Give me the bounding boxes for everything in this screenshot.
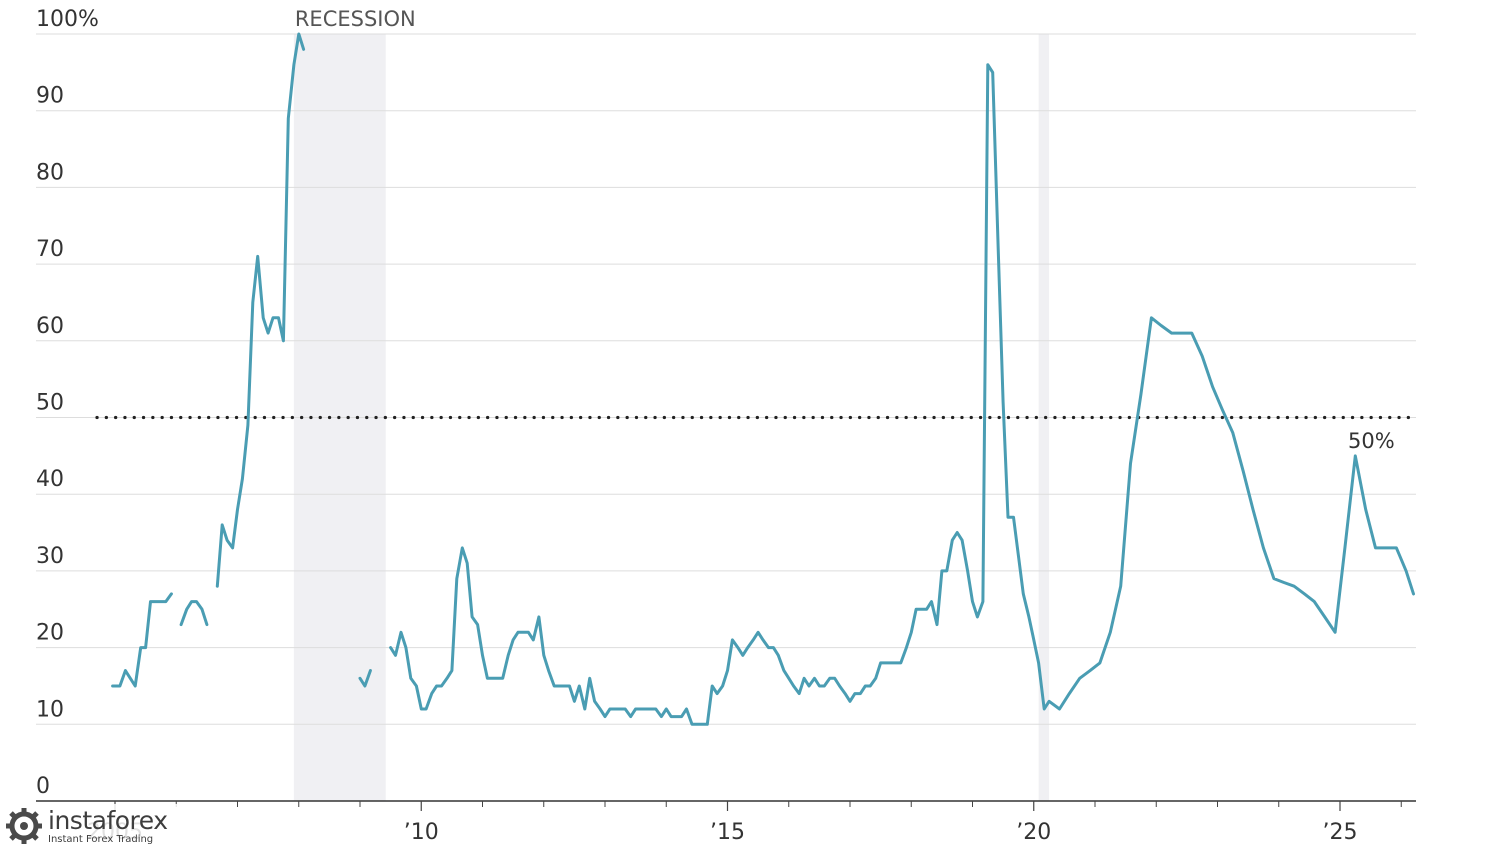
y-tick-label-50: 50 — [36, 391, 64, 416]
annotation-layer: RECESSION 50% — [295, 7, 1395, 453]
series-line-segment-0 — [111, 592, 173, 688]
y-tick-label-100: 100% — [36, 7, 99, 32]
y-tick-label-90: 90 — [36, 84, 64, 109]
x-tick-label-2010: ’10 — [404, 820, 439, 845]
y-tick-label-40: 40 — [36, 467, 64, 492]
y-tick-label-70: 70 — [36, 237, 64, 262]
y-tick-label-80: 80 — [36, 160, 64, 185]
gridlines — [36, 33, 1416, 725]
y-tick-label-60: 60 — [36, 314, 64, 339]
series-layer — [111, 32, 1415, 726]
watermark-tagline: Instant Forex Trading — [48, 833, 154, 845]
watermark-brand: instaforex — [48, 805, 168, 835]
annotation-label: 50% — [1348, 429, 1395, 453]
series-line-segment-2 — [215, 32, 306, 588]
y-axis-ticks: 0 10 20 30 40 50 60 70 80 90 100% — [36, 7, 99, 799]
x-tick-label-2015: ’15 — [710, 820, 745, 845]
y-tick-label-10: 10 — [36, 697, 64, 722]
y-tick-label-30: 30 — [36, 544, 64, 569]
x-tick-label-2020: ’20 — [1016, 820, 1051, 845]
series-line-segment-1 — [179, 600, 209, 627]
series-line-segment-4 — [389, 63, 1415, 726]
x-axis: 2005’10’15’20’25 — [36, 800, 1416, 845]
instaforex-logo-icon — [6, 808, 42, 844]
x-tick-label-2025: ’25 — [1323, 820, 1358, 845]
y-tick-label-20: 20 — [36, 621, 64, 646]
watermark: instaforex Instant Forex Trading — [2, 804, 178, 848]
y-tick-label-0: 0 — [36, 774, 50, 799]
recession-label: RECESSION — [295, 7, 416, 31]
series-line-segment-3 — [358, 669, 372, 688]
